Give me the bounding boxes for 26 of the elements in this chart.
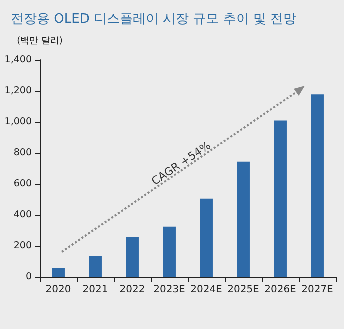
x-tick-label: 2020 [46,284,72,296]
bar [237,162,250,277]
x-tick-label: 2023E [154,284,186,296]
y-tick-label: 800 [14,148,32,158]
x-tick-label: 2021 [82,284,108,296]
y-tick-label: 200 [14,240,32,252]
chart-title: 전장용 OLED 디스플레이 시장 규모 추이 및 전망 [11,12,297,27]
bar [163,226,176,277]
y-axis-title: (백만 달러) [17,36,63,46]
x-tick-label: 2024E [190,284,222,296]
bar [311,94,324,277]
x-tick-label: 2026E [264,284,296,296]
x-tick-label: 2022 [120,284,146,296]
bar [126,237,139,277]
x-tick-label: 2027E [302,284,334,296]
y-tick-label: 1,000 [4,116,32,128]
y-tick-label: 1,200 [4,86,32,96]
bar [52,268,65,277]
y-tick-label: 400 [14,210,32,220]
y-tick-label: 1,400 [4,54,32,66]
bar [274,120,287,277]
y-tick-label: 600 [14,178,32,190]
y-tick-label: 0 [26,272,32,282]
bar [89,256,102,277]
x-tick-label: 2025E [228,284,260,296]
bar [200,198,213,277]
